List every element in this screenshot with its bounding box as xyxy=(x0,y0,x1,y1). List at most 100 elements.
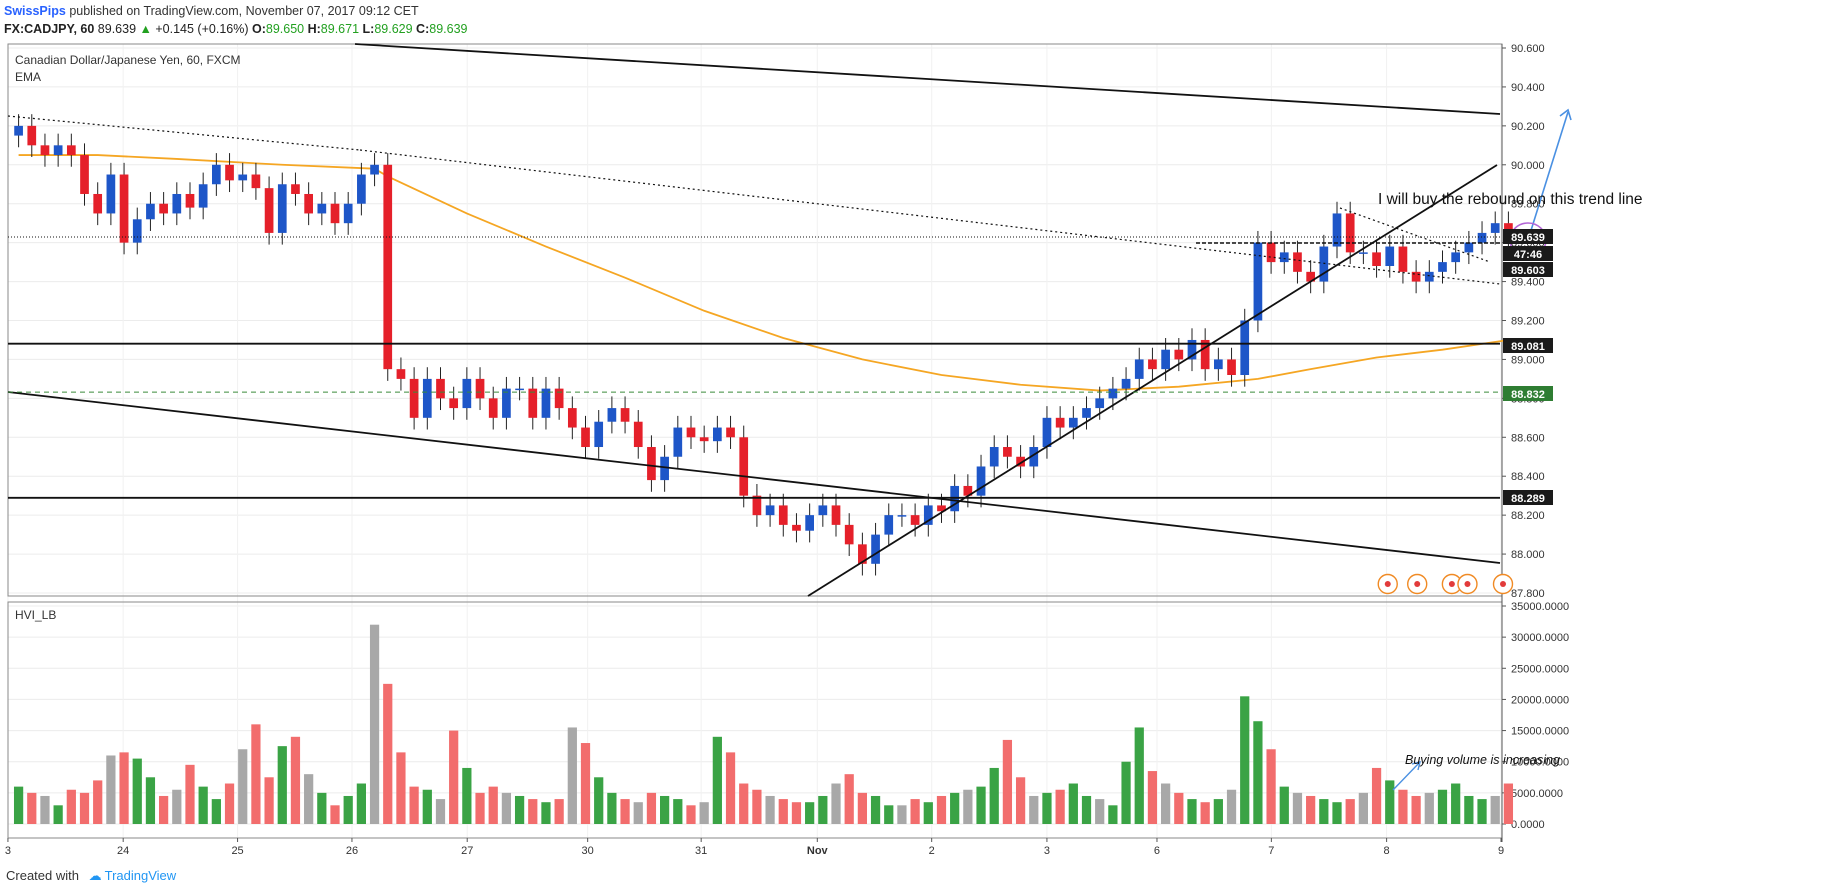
price-tick-label: 88.200 xyxy=(1511,510,1545,522)
volume-bar xyxy=(857,792,867,824)
drawings[interactable] xyxy=(7,43,1572,791)
candle-body xyxy=(1214,359,1223,370)
dotted-trend-line-left[interactable] xyxy=(7,115,361,151)
event-marker-icon[interactable] xyxy=(1377,573,1398,595)
candle-body xyxy=(330,203,340,224)
candle-body xyxy=(541,388,551,418)
candle-body xyxy=(528,388,538,418)
candle-body xyxy=(1187,339,1197,360)
rising-trend-line[interactable] xyxy=(807,164,1498,597)
volume-bar xyxy=(923,802,933,824)
volume-bar xyxy=(541,802,551,824)
volume-bar xyxy=(1279,786,1289,824)
candle xyxy=(1200,328,1210,381)
candle-body xyxy=(304,193,313,214)
dotted-trend-line-right[interactable] xyxy=(359,149,1501,285)
lower-channel-line[interactable] xyxy=(7,391,1501,564)
event-marker-icon[interactable] xyxy=(1492,573,1514,595)
event-markers[interactable] xyxy=(1377,573,1514,595)
volume-bar xyxy=(501,792,512,824)
time-tick-label: 8 xyxy=(1384,845,1390,857)
dotted-wedge-line[interactable] xyxy=(1339,207,1491,263)
candle-body xyxy=(277,184,287,233)
volume-bar xyxy=(805,802,815,824)
projection-arrow[interactable] xyxy=(1527,111,1569,241)
candle xyxy=(422,367,432,430)
volume-tick-label: 35000.0000 xyxy=(1511,601,1569,613)
candle xyxy=(185,182,195,220)
candle xyxy=(1451,240,1461,274)
volume-bar xyxy=(251,724,261,824)
volume-bar xyxy=(1068,783,1078,824)
upper-channel-line[interactable] xyxy=(354,43,1501,115)
price-tick-label: 89.200 xyxy=(1511,316,1545,328)
chart-canvas[interactable]: 90.60090.40090.20090.00089.80089.60089.4… xyxy=(0,0,1823,860)
volume-tick-label: 20000.0000 xyxy=(1511,694,1569,706)
volume-bar xyxy=(1002,739,1013,824)
candle-body xyxy=(1424,271,1434,282)
candle xyxy=(27,114,37,157)
candle xyxy=(119,162,129,255)
price-tag-label: 89.639 xyxy=(1511,232,1545,244)
price-tick-label: 90.000 xyxy=(1511,160,1545,172)
candle-body xyxy=(1359,252,1368,254)
candle xyxy=(739,425,749,508)
volume-bar xyxy=(567,727,577,824)
candle-body xyxy=(765,505,775,516)
low-value: 89.629 xyxy=(374,22,413,36)
candle xyxy=(53,133,63,167)
volume-pane-title: HVI_LB xyxy=(15,608,56,622)
volume-bar xyxy=(514,795,525,824)
volume-bar xyxy=(79,792,90,824)
candle-body xyxy=(343,203,353,224)
symbol-label[interactable]: FX:CADJPY, 60 xyxy=(4,22,95,36)
volume-bar xyxy=(317,792,327,824)
volume-tick-label: 10000.0000 xyxy=(1511,757,1569,769)
candle-body xyxy=(699,437,709,442)
candle-body xyxy=(119,174,129,243)
candle xyxy=(660,445,669,492)
candle-body xyxy=(752,495,762,516)
volume-bar xyxy=(1319,799,1329,824)
author-link[interactable]: SwissPips xyxy=(4,4,66,18)
candle-body xyxy=(488,398,498,418)
candle xyxy=(317,192,327,226)
volume-bar xyxy=(435,799,446,824)
volume-bar xyxy=(936,795,947,824)
candle-body xyxy=(66,145,76,156)
candle-body xyxy=(436,378,445,399)
volume-bar xyxy=(1200,802,1210,824)
candle xyxy=(831,493,841,537)
candle xyxy=(1227,347,1236,387)
time-tick-label: 2 xyxy=(929,845,935,857)
volume-bar xyxy=(1266,749,1276,824)
candle xyxy=(1134,347,1144,391)
candle xyxy=(1359,240,1368,265)
candle-body xyxy=(1385,246,1395,266)
high-value: 89.671 xyxy=(320,22,360,36)
tradingview-logo-icon[interactable]: ☁ xyxy=(88,868,102,883)
volume-annotation[interactable]: Buying volume is increasing xyxy=(1405,753,1560,767)
candle xyxy=(198,172,208,220)
volume-arrow[interactable] xyxy=(1392,761,1421,791)
price-tags: 89.639 47:46 89.603 89.081 88.832 88.289 xyxy=(1503,229,1553,505)
price-tag-label: 88.832 xyxy=(1511,389,1545,401)
candle xyxy=(462,367,472,420)
ema-series-line xyxy=(18,154,1509,392)
volume-bar xyxy=(132,758,142,824)
volume-bar xyxy=(198,786,208,824)
event-marker-icon[interactable] xyxy=(1407,573,1428,595)
candle xyxy=(436,367,445,411)
candle-body xyxy=(1042,417,1052,448)
candle-body xyxy=(1082,408,1091,418)
candle-body xyxy=(40,145,50,156)
trend-line-annotation[interactable]: I will buy the rebound on this trend lin… xyxy=(1378,191,1643,208)
tradingview-brand[interactable]: TradingView xyxy=(104,868,177,883)
event-marker-icon[interactable] xyxy=(1457,573,1478,595)
candle xyxy=(726,415,735,449)
volume-bar xyxy=(1385,780,1395,824)
volume-bar xyxy=(910,799,920,824)
volume-bar xyxy=(897,805,907,824)
candle-body xyxy=(1306,271,1315,282)
time-tick-label: 30 xyxy=(582,845,594,857)
